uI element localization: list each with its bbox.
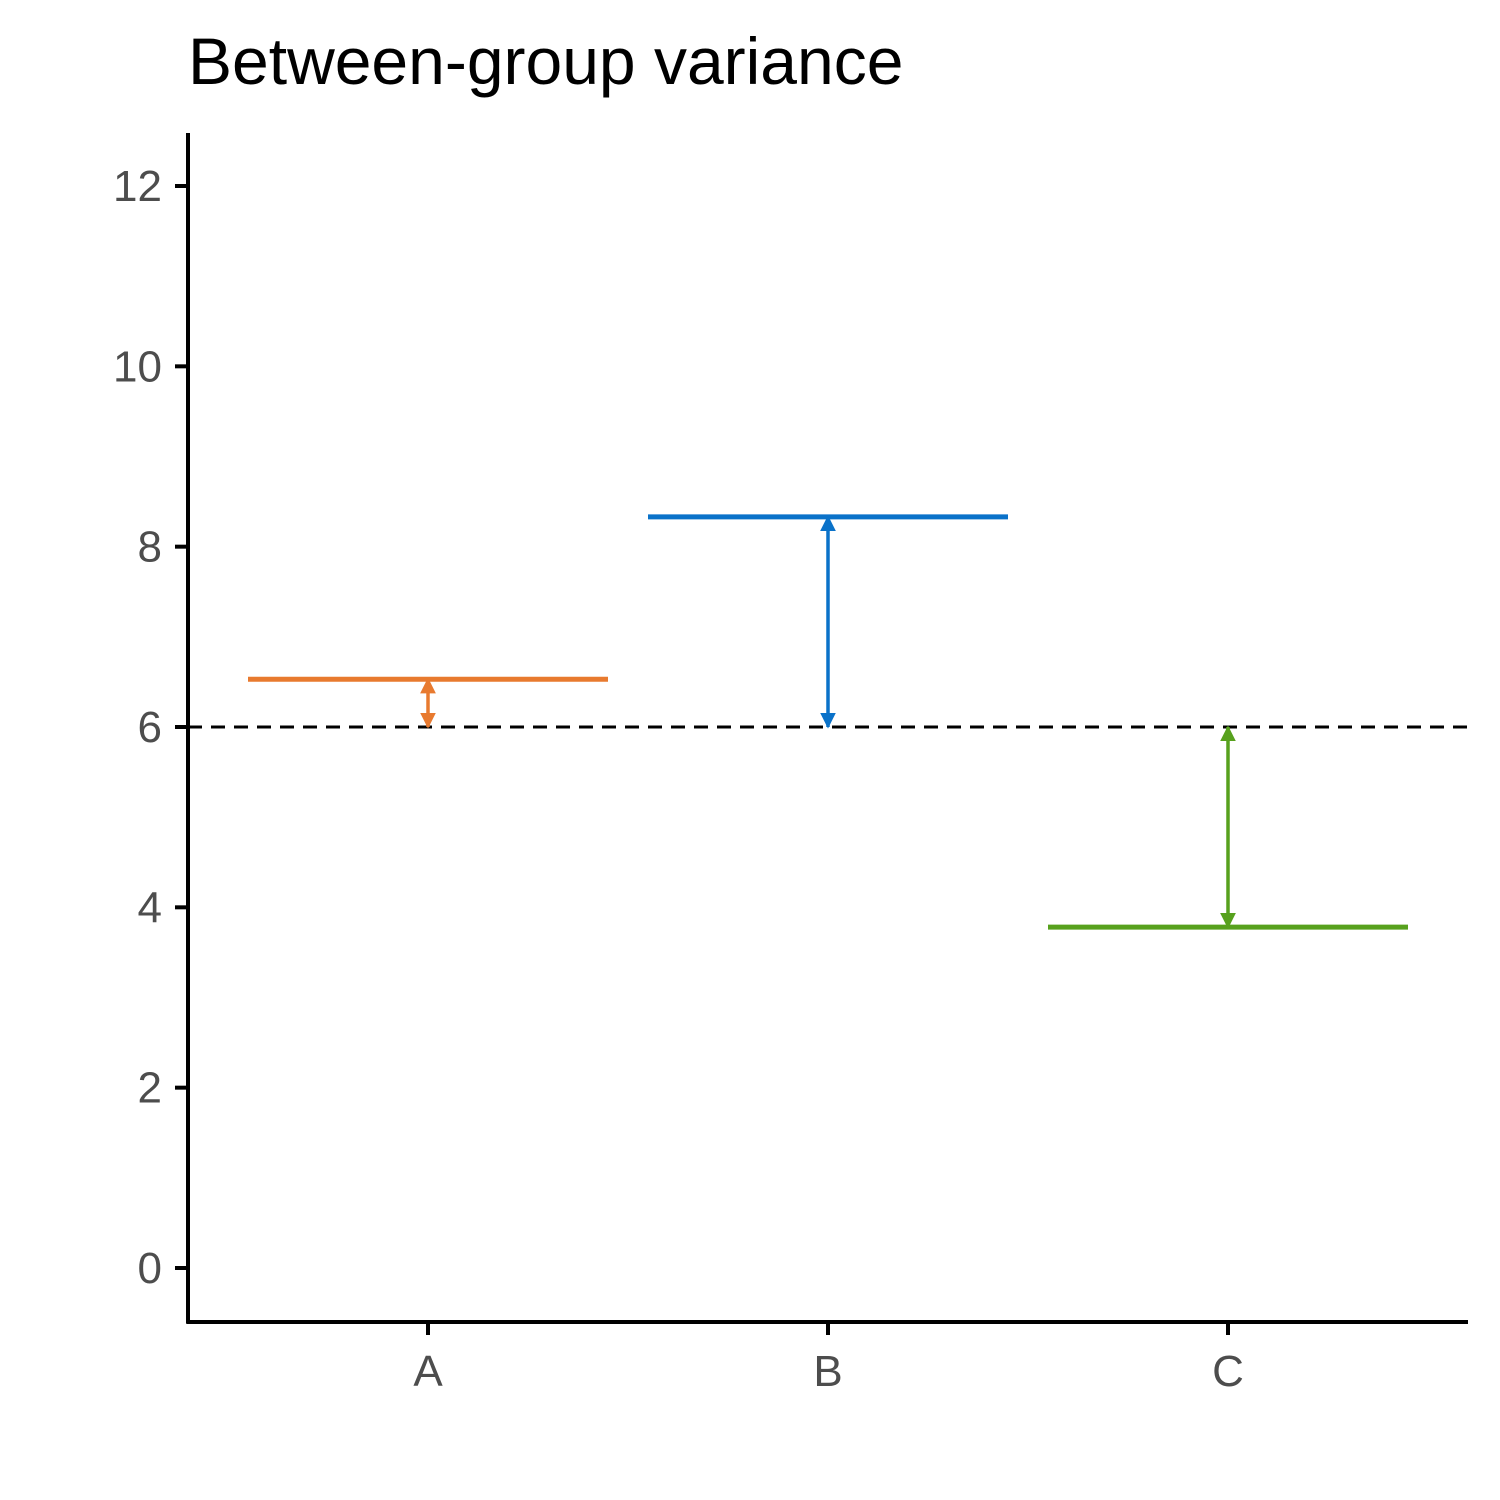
y-tick-label-0: 0 xyxy=(138,1244,162,1293)
x-tick-label-c: C xyxy=(1212,1347,1244,1396)
y-tick-label-4: 4 xyxy=(138,883,162,932)
x-tick-label-b: B xyxy=(813,1347,842,1396)
y-tick-label-10: 10 xyxy=(113,342,162,391)
y-tick-label-2: 2 xyxy=(138,1064,162,1113)
plot-marks xyxy=(188,514,1468,930)
x-tick-label-a: A xyxy=(413,1347,443,1396)
chart-title: Between-group variance xyxy=(188,24,903,98)
y-tick-label-8: 8 xyxy=(138,523,162,572)
y-tick-label-6: 6 xyxy=(138,703,162,752)
y-tick-label-12: 12 xyxy=(113,162,162,211)
axes: 0 2 4 6 8 10 12 A B C xyxy=(113,133,1468,1396)
